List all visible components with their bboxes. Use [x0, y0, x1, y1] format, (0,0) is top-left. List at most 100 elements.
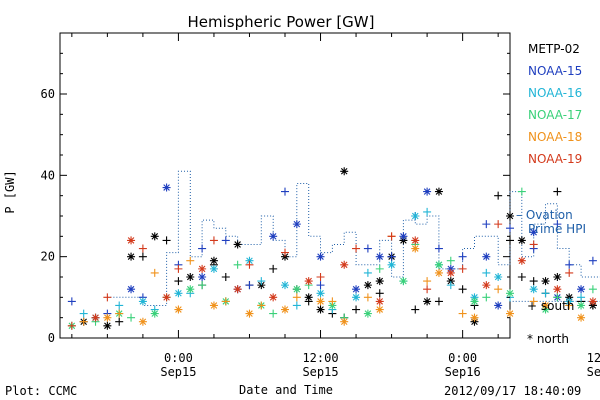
x-tick-time: 0:00 [448, 351, 477, 365]
south-point [458, 309, 467, 318]
north-point [541, 277, 550, 286]
legend-label: NOAA-19 [528, 152, 583, 166]
north-point [434, 187, 443, 196]
north-point [411, 212, 420, 220]
north-point [375, 297, 384, 306]
south-point [411, 305, 420, 314]
ovation-line [107, 170, 600, 306]
ovation-label-line1: – Ovation [516, 208, 573, 222]
north-point [174, 305, 183, 314]
south-point [446, 256, 455, 265]
south-point [221, 236, 230, 245]
y-tick-label: 40 [41, 168, 55, 182]
north-point [506, 289, 514, 298]
chart-title: Hemispheric Power [GW] [188, 13, 375, 31]
south-point [67, 297, 76, 306]
north-point [434, 268, 443, 277]
north-point [553, 273, 562, 281]
south-point [565, 260, 574, 269]
south-point [588, 256, 597, 265]
north-point [577, 285, 586, 294]
legend-label: NOAA-17 [528, 108, 583, 122]
south-point [565, 301, 574, 310]
south-point [245, 281, 254, 290]
south-point [186, 256, 195, 265]
north-point [257, 281, 266, 290]
north-point [304, 277, 313, 286]
south-point [352, 305, 361, 314]
south-point [292, 301, 301, 310]
south-point [245, 260, 254, 269]
north-point [269, 232, 278, 241]
south-point [553, 293, 562, 302]
north-point [304, 293, 313, 302]
north-point [529, 228, 538, 237]
north-point [91, 313, 100, 322]
north-point [281, 305, 289, 314]
south-point [375, 264, 384, 273]
legend-label: NOAA-16 [528, 86, 583, 100]
x-tick-date: Sep16 [587, 365, 600, 379]
north-point [470, 317, 479, 326]
south-point [446, 281, 455, 290]
north-point [411, 244, 420, 253]
north-point [399, 232, 408, 241]
north-point [127, 252, 136, 261]
north-point [387, 260, 396, 269]
south-point [257, 277, 266, 286]
south-point [387, 252, 396, 261]
north-point [470, 313, 479, 322]
north-point [423, 297, 432, 306]
x-tick-date: Sep15 [302, 365, 338, 379]
north-point [553, 285, 562, 294]
north-point [340, 260, 349, 269]
north-point [577, 301, 586, 310]
north-point [186, 273, 195, 281]
legend-item-noaa17: NOAA-17 [528, 108, 582, 130]
south-point [529, 277, 538, 286]
legend: METP-02 NOAA-15 NOAA-16 NOAA-17 NOAA-18 … [528, 42, 582, 174]
south-point [316, 281, 325, 290]
south-point [221, 273, 230, 281]
south-point [127, 313, 136, 322]
south-point [553, 187, 562, 196]
north-point [363, 281, 372, 290]
north-point [162, 183, 171, 192]
legend-label: METP-02 [528, 42, 580, 56]
south-point [494, 220, 503, 229]
north-point [245, 256, 254, 265]
south-point [352, 244, 361, 253]
south-point [233, 260, 242, 269]
south-point [281, 248, 289, 257]
south-point [482, 293, 491, 302]
north-point [233, 240, 242, 249]
south-point [482, 268, 491, 277]
south-point [458, 252, 467, 261]
south-point [150, 268, 159, 277]
north-point [150, 309, 159, 318]
north-point [399, 277, 408, 286]
x-tick-date: Sep15 [160, 365, 196, 379]
data-points [67, 167, 597, 330]
legend-label: NOAA-15 [528, 64, 583, 78]
north-point [209, 264, 218, 273]
south-point [79, 309, 88, 318]
north-point [434, 260, 443, 269]
north-point [423, 187, 432, 196]
north-point [127, 236, 136, 245]
south-point [506, 236, 514, 245]
north-point [340, 317, 349, 326]
south-point [494, 191, 503, 200]
x-tick-date: Sep16 [445, 365, 481, 379]
y-tick-label: 20 [41, 250, 55, 264]
north-point [446, 277, 455, 286]
north-point [103, 313, 112, 322]
north-point [150, 232, 159, 241]
north-point [517, 236, 526, 245]
south-point [482, 220, 491, 229]
south-point [174, 277, 183, 286]
north-point [138, 297, 147, 306]
south-point [209, 236, 218, 245]
south-point [316, 273, 325, 281]
